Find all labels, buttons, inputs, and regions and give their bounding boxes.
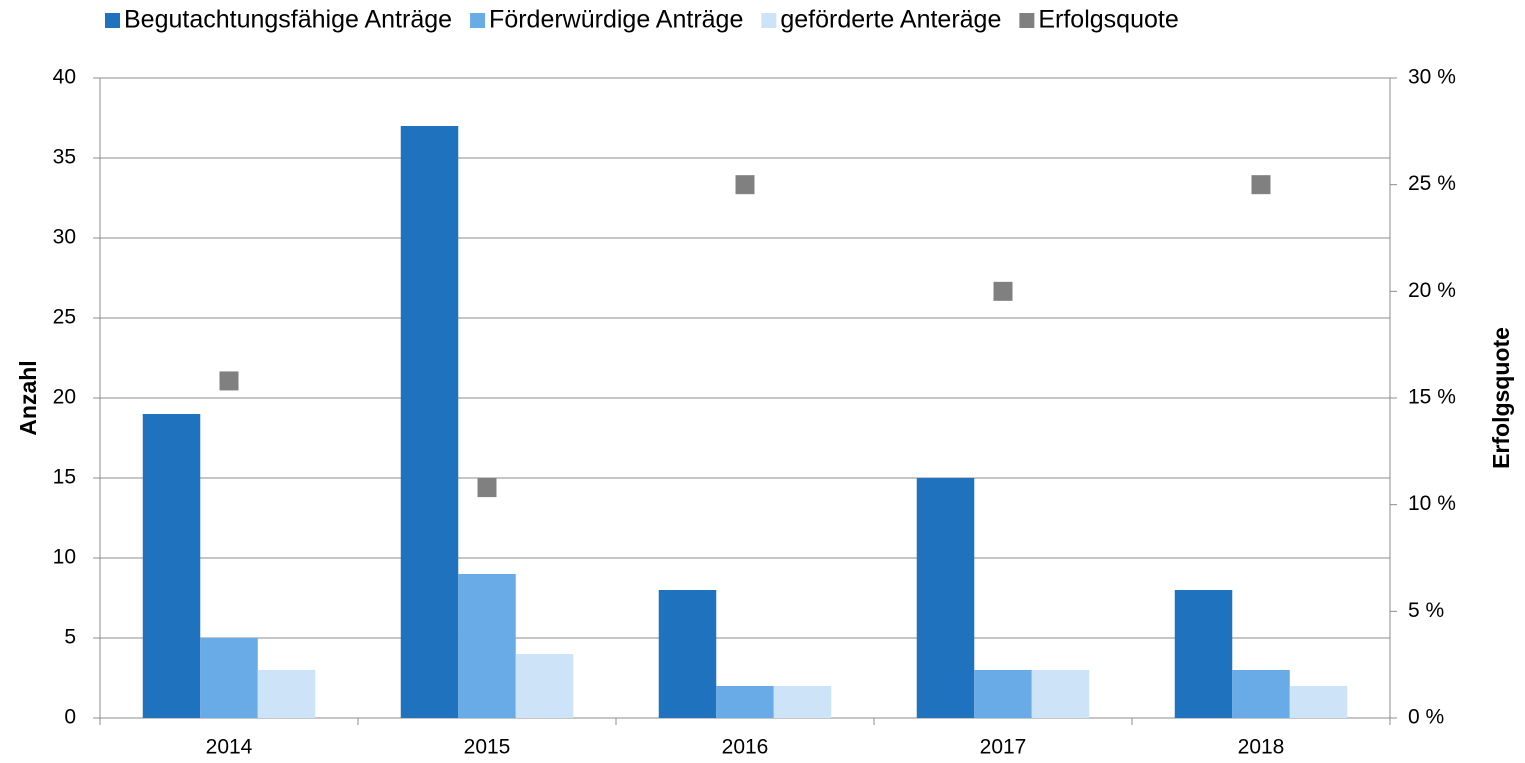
y-tick-label: 40: [53, 66, 76, 89]
x-tick-label: 2015: [464, 736, 511, 759]
y2-tick-label: 20 %: [1408, 279, 1456, 302]
bar: [515, 654, 574, 718]
legend-label: Begutachtungsfähige Anträge: [124, 6, 452, 34]
y-tick-label: 0: [64, 706, 76, 729]
y-tick-label: 20: [53, 386, 76, 409]
bar: [1289, 686, 1348, 718]
bar: [257, 670, 316, 718]
bar: [1174, 590, 1233, 718]
bar: [400, 126, 459, 718]
legend-swatch: [105, 13, 120, 28]
y-tick-label: 10: [53, 546, 76, 569]
y2-tick-label: 0 %: [1408, 706, 1444, 729]
y-tick-label: 25: [53, 306, 76, 329]
y-tick-label: 5: [64, 626, 76, 649]
x-tick-label: 2018: [1238, 736, 1285, 759]
bar: [974, 670, 1032, 718]
y2-axis-title: Erfolgsquote: [1488, 327, 1514, 469]
legend-swatch: [761, 13, 777, 28]
y2-tick-label: 5 %: [1408, 599, 1444, 622]
bar: [1232, 670, 1290, 718]
x-tick-label: 2014: [206, 736, 253, 759]
legend: Begutachtungsfähige Anträge Förderwürdige…: [105, 6, 1179, 34]
legend-swatch: [470, 13, 486, 28]
y2-tick-label: 10 %: [1408, 492, 1456, 515]
bar: [773, 686, 832, 718]
y-axis-title: Anzahl: [15, 360, 41, 435]
legend-label: geförderte Anteräge: [780, 6, 1001, 34]
y-tick-label: 15: [53, 466, 76, 489]
bar: [142, 414, 201, 718]
bar: [200, 638, 258, 718]
y2-tick-label: 15 %: [1408, 386, 1456, 409]
y-tick-label: 30: [53, 226, 76, 249]
bar: [458, 574, 516, 718]
marker: [993, 281, 1013, 301]
marker: [477, 478, 497, 498]
bar: [716, 686, 774, 718]
bar: [658, 590, 717, 718]
x-tick-label: 2016: [722, 736, 769, 759]
y-tick-label: 35: [53, 146, 76, 169]
bar: [1031, 670, 1090, 718]
y2-tick-label: 25 %: [1408, 172, 1456, 195]
marker: [735, 175, 755, 195]
legend-swatch: [1019, 13, 1035, 28]
bar: [916, 478, 975, 718]
legend-label: Erfolgsquote: [1038, 6, 1178, 34]
marker: [219, 371, 239, 391]
marker: [1251, 175, 1271, 195]
legend-label: Förderwürdige Anträge: [489, 6, 743, 34]
x-tick-label: 2017: [980, 736, 1027, 759]
y2-tick-label: 30 %: [1408, 66, 1456, 89]
